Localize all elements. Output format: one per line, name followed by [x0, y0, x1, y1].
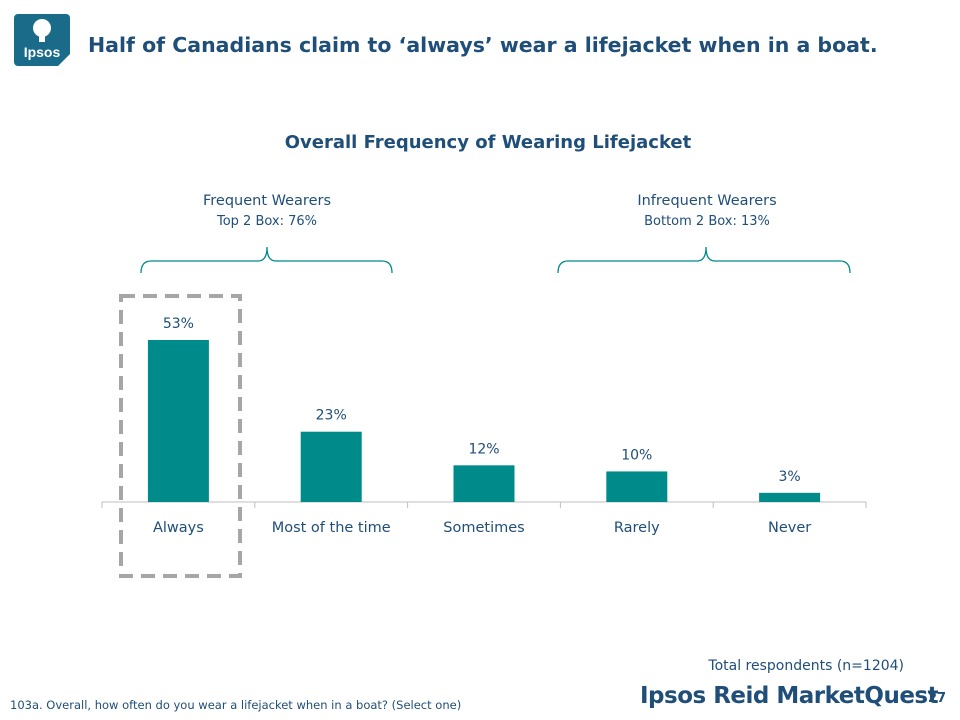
category-label: Rarely	[614, 520, 660, 536]
respondents-note: Total respondents (n=1204)	[708, 658, 904, 674]
bar-most-of-the-time	[300, 431, 362, 502]
bars-group	[147, 340, 821, 502]
logo-text: Ipsos	[23, 44, 61, 60]
group-name-frequent: Frequent Wearers	[202, 193, 332, 209]
value-labels-group: 53% 23% 12% 10% 3%	[163, 316, 801, 485]
category-labels-group: Always Most of the time Sometimes Rarely Nev…	[153, 520, 811, 536]
group-subtitle-infrequent: Bottom 2 Box: 13%	[644, 214, 770, 229]
question-footnote: 103a. Overall, how often do you wear a l…	[10, 698, 462, 712]
bar-rarely	[606, 471, 668, 502]
x-axis-ticks	[101, 502, 867, 508]
bracket-frequent	[140, 246, 393, 274]
bracket-infrequent	[557, 246, 851, 274]
value-label: 3%	[778, 469, 800, 485]
ipsos-logo: Ipsos	[14, 14, 70, 66]
page-title: Half of Canadians claim to ‘always’ wear…	[88, 33, 878, 57]
value-label: 10%	[621, 447, 652, 463]
value-label: 53%	[163, 316, 194, 332]
group-label-frequent: Frequent Wearers Top 2 Box: 76%	[147, 193, 387, 229]
chart-title: Overall Frequency of Wearing Lifejacket	[284, 132, 692, 153]
group-subtitle-frequent: Top 2 Box: 76%	[216, 214, 318, 229]
group-label-infrequent: Infrequent Wearers Bottom 2 Box: 13%	[587, 193, 827, 229]
brand-logo-text: Ipsos Reid MarketQuest	[640, 683, 939, 709]
bar-never	[759, 492, 821, 502]
category-label: Sometimes	[443, 520, 524, 536]
logo-badge-icon	[14, 14, 70, 66]
bar-sometimes	[453, 465, 515, 502]
page-number: 27	[928, 691, 947, 706]
category-label: Always	[153, 520, 204, 536]
bar-always	[147, 340, 209, 502]
value-label: 23%	[316, 408, 347, 424]
value-label: 12%	[468, 441, 499, 457]
category-label: Most of the time	[272, 520, 391, 536]
group-name-infrequent: Infrequent Wearers	[637, 193, 777, 209]
category-label: Never	[768, 520, 811, 536]
